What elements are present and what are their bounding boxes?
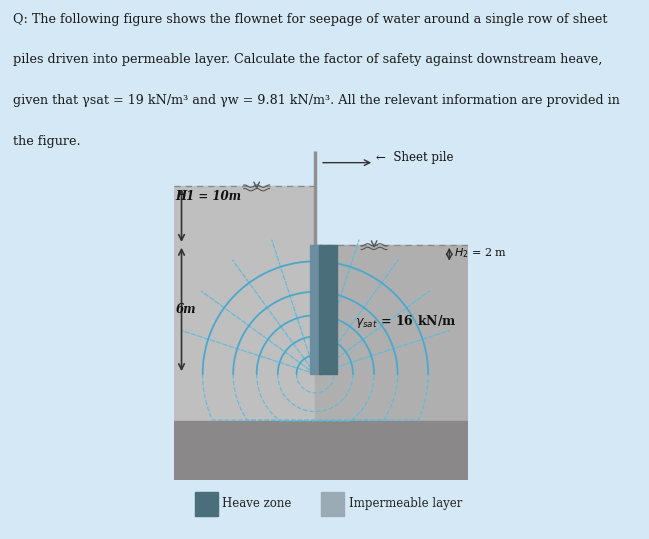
Text: Heave zone: Heave zone (222, 497, 291, 510)
Text: $H_2$ = 2 m: $H_2$ = 2 m (454, 246, 507, 260)
Text: 6m: 6m (176, 303, 196, 316)
Bar (310, 245, 321, 374)
Text: piles driven into permeable layer. Calculate the factor of safety against downst: piles driven into permeable layer. Calcu… (13, 53, 602, 66)
Bar (321, 492, 345, 516)
Bar (319, 245, 337, 374)
Bar (195, 492, 218, 516)
Text: Impermeable layer: Impermeable layer (349, 497, 462, 510)
Bar (175, 421, 468, 480)
Text: given that γsat = 19 kN/m³ and γw = 9.81 kN/m³. All the relevant information are: given that γsat = 19 kN/m³ and γw = 9.81… (13, 94, 620, 107)
Text: ←  Sheet pile: ← Sheet pile (376, 151, 454, 164)
Text: Q: The following figure shows the flownet for seepage of water around a single r: Q: The following figure shows the flowne… (13, 13, 607, 26)
Bar (175, 186, 315, 421)
Text: H1 = 10m: H1 = 10m (176, 190, 241, 203)
Text: $\gamma_{sat}$ = 16 kN/m: $\gamma_{sat}$ = 16 kN/m (355, 313, 456, 330)
Text: the figure.: the figure. (13, 135, 80, 148)
Bar (315, 245, 468, 421)
